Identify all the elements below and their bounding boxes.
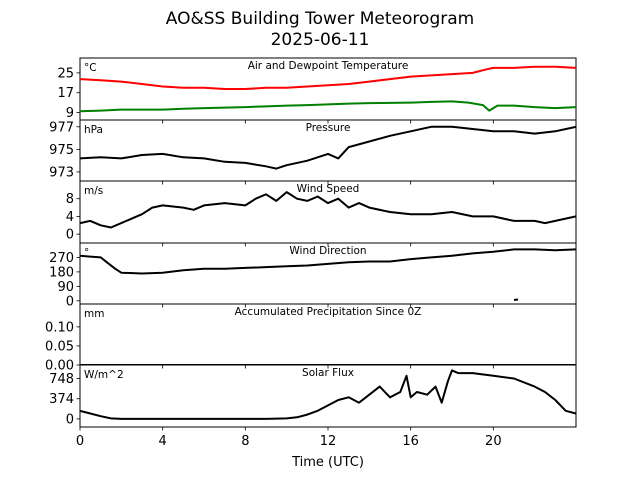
series-line-0 (80, 65, 576, 90)
figure-title: AO&SS Building Tower Meteorogram (166, 9, 474, 29)
y-tick-label: 9 (66, 106, 74, 121)
panel-title: Solar Flux (302, 367, 354, 379)
series-line-0 (80, 248, 576, 275)
series-line-1 (513, 298, 519, 301)
panel-4: 0.00 0.05 0.10 mm Accumulated Precipitation … (45, 303, 577, 374)
y-tick-label: 8 (66, 192, 74, 207)
y-tick-label: 977 (49, 120, 74, 135)
x-tick-label: 12 (320, 434, 337, 449)
x-tick-label: 8 (241, 434, 249, 449)
x-tick-label: 4 (159, 434, 167, 449)
panel-unit: m/s (84, 185, 103, 197)
y-tick-label: 90 (57, 280, 74, 295)
y-tick-label: 4 (66, 210, 74, 225)
y-tick-label: 975 (49, 143, 74, 158)
series-line-1 (80, 100, 576, 113)
x-tick-label: 0 (76, 434, 84, 449)
panel-title: Wind Speed (297, 183, 360, 195)
y-tick-label: 0 (66, 228, 74, 243)
panel-title: Wind Direction (289, 245, 366, 257)
x-axis-label: Time (UTC) (291, 455, 364, 470)
y-tick-label: 973 (49, 165, 74, 180)
x-axis: 0 4 8 12 16 20 (76, 434, 502, 449)
panel-title: Air and Dewpoint Temperature (248, 60, 409, 72)
panel-5: 0 374 748 W/m^2 Solar Flux (49, 364, 577, 431)
panel-unit: ° (84, 247, 89, 259)
panel-title: Accumulated Precipitation Since 0Z (235, 306, 422, 318)
panel-unit: W/m^2 (84, 369, 124, 381)
panel-unit: hPa (84, 124, 103, 136)
y-tick-label: 17 (57, 86, 74, 101)
y-tick-label: 374 (49, 392, 74, 407)
panel-unit: mm (84, 308, 104, 320)
x-tick-label: 20 (485, 434, 502, 449)
y-tick-label: 270 (49, 251, 74, 266)
x-tick-label: 16 (402, 434, 419, 449)
y-tick-label: 0.05 (45, 339, 74, 354)
panel-0: 9 17 25 °C Air and Dewpoint Temperature (57, 57, 577, 124)
y-tick-label: 180 (49, 265, 74, 280)
panel-1: 973 975 977 hPa Pressure (49, 119, 577, 185)
series-line-0 (80, 191, 576, 229)
y-tick-label: 748 (49, 372, 74, 387)
y-tick-label: 0 (66, 294, 74, 309)
panel-unit: °C (84, 62, 97, 74)
y-tick-label: 0 (66, 412, 74, 427)
series-line-0 (80, 369, 576, 420)
panel-title: Pressure (306, 122, 351, 134)
y-tick-label: 0.10 (45, 320, 74, 335)
series-line-0 (80, 125, 576, 170)
y-tick-label: 0.00 (45, 359, 74, 374)
y-tick-label: 25 (57, 66, 74, 81)
panel-2: 0 4 8 m/s Wind Speed (66, 180, 577, 247)
figure-date: 2025-06-11 (271, 30, 370, 50)
